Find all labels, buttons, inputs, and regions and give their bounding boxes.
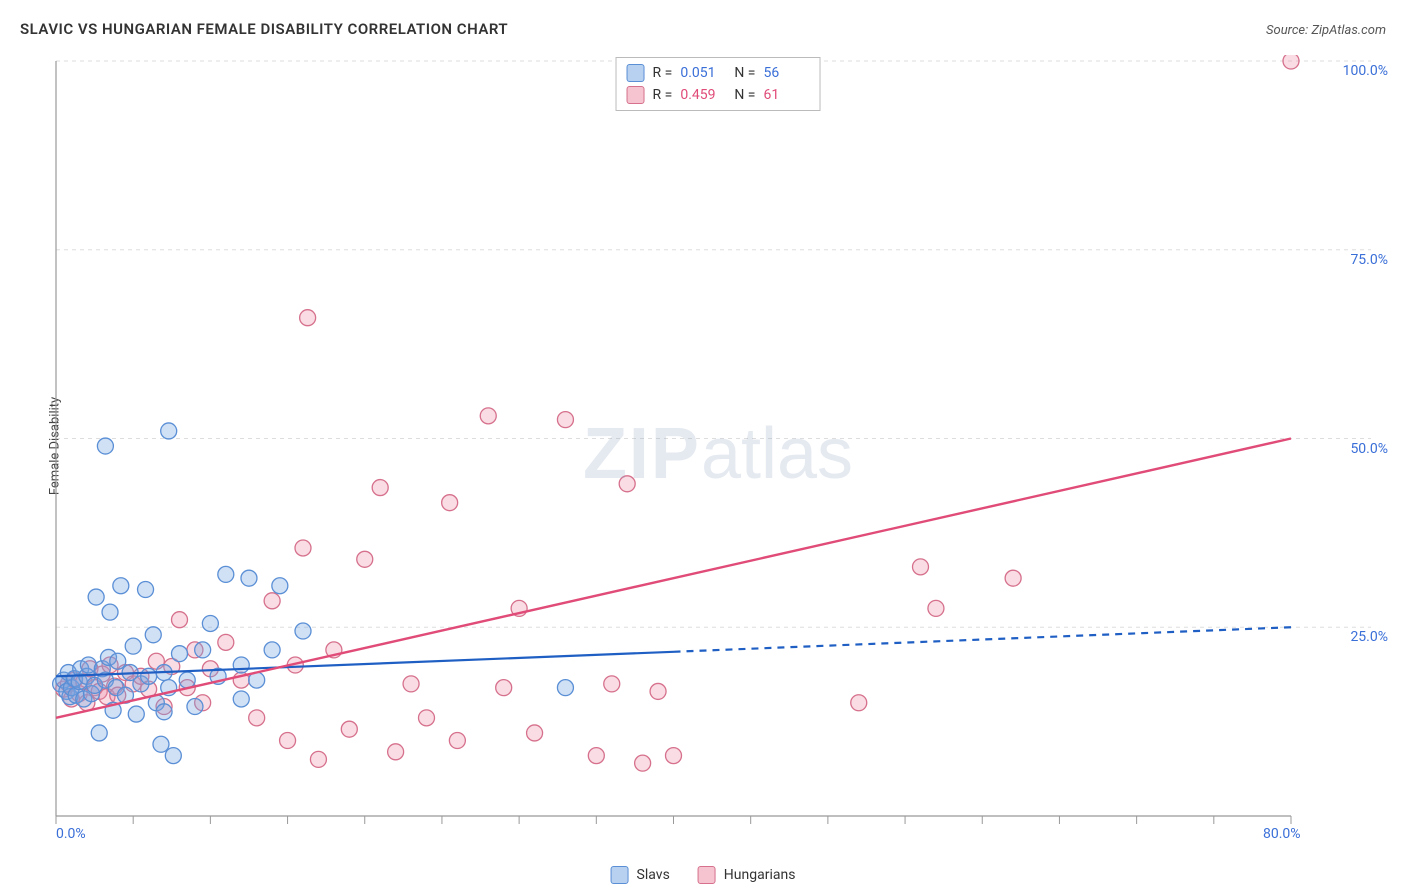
data-point <box>202 615 218 631</box>
data-point <box>527 725 543 741</box>
data-point <box>295 540 311 556</box>
data-point <box>97 438 113 454</box>
data-point <box>241 570 257 586</box>
data-point <box>666 748 682 764</box>
y-tick-label: 50.0% <box>1350 441 1388 457</box>
stat-n-label: N = <box>734 84 755 106</box>
data-point <box>388 744 404 760</box>
stat-r-value: 0.459 <box>680 84 726 106</box>
stats-row: R = 0.051 N = 56 <box>627 62 810 84</box>
data-point <box>295 623 311 639</box>
stat-n-value: 56 <box>763 62 809 84</box>
legend-label: Slavs <box>637 867 670 883</box>
data-point <box>187 699 203 715</box>
stats-row: R = 0.459 N = 61 <box>627 84 810 106</box>
data-point <box>88 589 104 605</box>
stat-n-label: N = <box>734 62 755 84</box>
stat-n-value: 61 <box>763 84 809 106</box>
data-point <box>264 642 280 658</box>
y-tick-label: 75.0% <box>1350 252 1388 268</box>
legend-item: Slavs <box>611 866 670 884</box>
data-point <box>264 593 280 609</box>
data-point <box>156 704 172 720</box>
data-point <box>218 634 234 650</box>
data-point <box>218 566 234 582</box>
chart-area: ZIPatlas R =0.051N =56R =0.459N =61 25.0… <box>50 55 1386 852</box>
data-point <box>851 695 867 711</box>
legend-label: Hungarians <box>724 867 796 883</box>
data-point <box>357 551 373 567</box>
data-point <box>449 733 465 749</box>
data-point <box>280 733 296 749</box>
legend-swatch <box>611 866 629 884</box>
data-point <box>102 604 118 620</box>
data-point <box>310 751 326 767</box>
y-tick-label: 25.0% <box>1350 629 1388 645</box>
data-point <box>419 710 435 726</box>
data-point <box>341 721 357 737</box>
data-point <box>110 653 126 669</box>
x-tick-label: 80.0% <box>1263 826 1301 842</box>
data-point <box>141 668 157 684</box>
chart-title: SLAVIC VS HUNGARIAN FEMALE DISABILITY CO… <box>20 20 508 38</box>
stat-r-label: R = <box>653 62 673 84</box>
data-point <box>557 680 573 696</box>
data-point <box>172 612 188 628</box>
data-point <box>233 691 249 707</box>
data-point <box>195 642 211 658</box>
data-point <box>557 412 573 428</box>
x-tick-label: 0.0% <box>56 826 86 842</box>
data-point <box>928 600 944 616</box>
scatter-chart-svg <box>50 55 1386 852</box>
data-point <box>619 476 635 492</box>
data-point <box>480 408 496 424</box>
data-point <box>128 706 144 722</box>
data-point <box>165 748 181 764</box>
data-point <box>161 423 177 439</box>
data-point <box>496 680 512 696</box>
source-credit: Source: ZipAtlas.com <box>1266 23 1386 38</box>
data-point <box>588 748 604 764</box>
data-point <box>650 683 666 699</box>
y-tick-label: 100.0% <box>1343 63 1388 79</box>
data-point <box>113 578 129 594</box>
data-point <box>138 582 154 598</box>
legend-swatch <box>698 866 716 884</box>
data-point <box>172 646 188 662</box>
trend-line-extrapolated <box>674 627 1292 652</box>
data-point <box>300 310 316 326</box>
legend: Slavs Hungarians <box>611 866 796 884</box>
data-point <box>91 725 107 741</box>
legend-swatch <box>627 64 645 82</box>
data-point <box>153 736 169 752</box>
data-point <box>372 480 388 496</box>
stat-r-label: R = <box>653 84 673 106</box>
data-point <box>604 676 620 692</box>
legend-swatch <box>627 86 645 104</box>
data-point <box>635 755 651 771</box>
data-point <box>403 676 419 692</box>
data-point <box>1283 55 1299 69</box>
data-point <box>913 559 929 575</box>
data-point <box>1005 570 1021 586</box>
stat-r-value: 0.051 <box>680 62 726 84</box>
data-point <box>145 627 161 643</box>
correlation-stats-box: R = 0.051 N = 56 R = 0.459 N = 61 <box>616 57 821 111</box>
data-point <box>125 638 141 654</box>
data-point <box>233 657 249 673</box>
data-point <box>442 495 458 511</box>
data-point <box>249 710 265 726</box>
data-point <box>272 578 288 594</box>
legend-item: Hungarians <box>698 866 796 884</box>
